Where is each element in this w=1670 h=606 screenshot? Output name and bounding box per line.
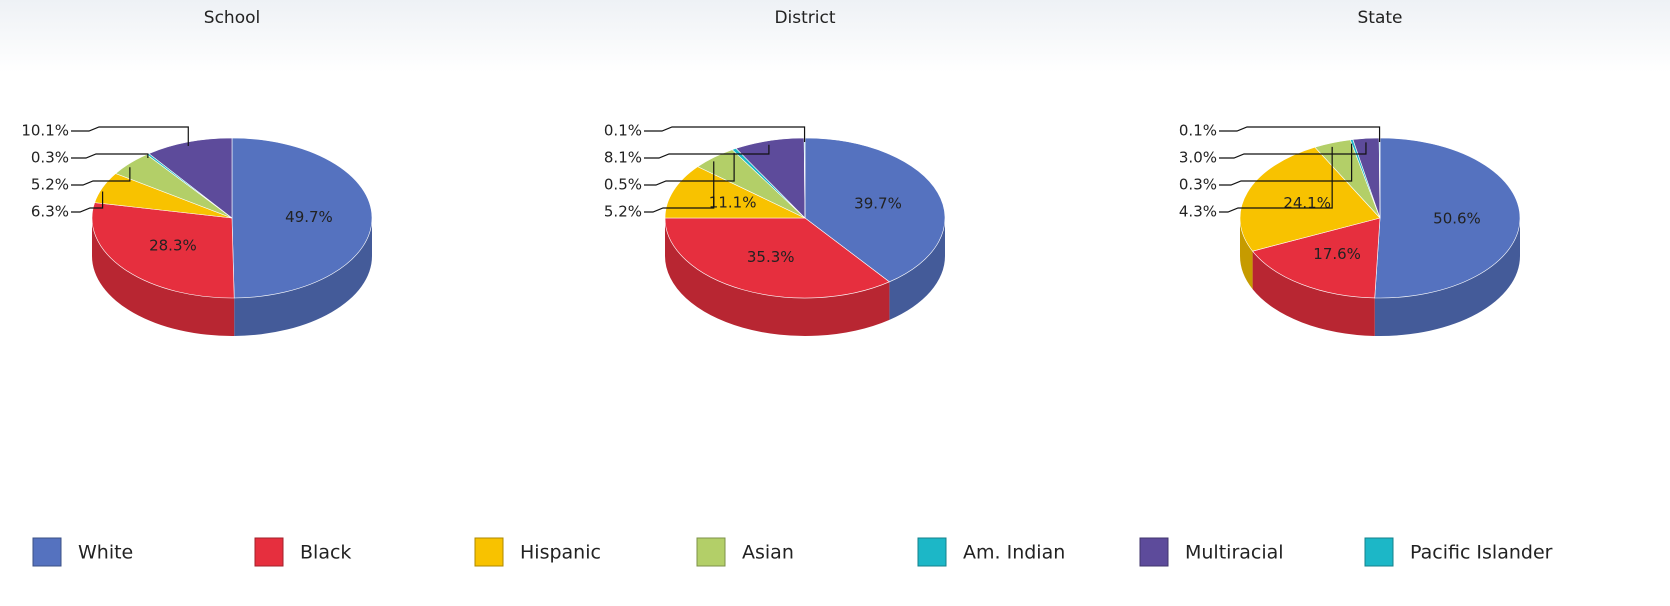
slice-side [92, 218, 235, 336]
leader-line [644, 153, 735, 186]
data-label: 6.3% [31, 203, 69, 221]
slice-side [889, 218, 945, 320]
slice [664, 217, 891, 299]
leader-line [71, 191, 104, 213]
data-label: 28.3% [149, 237, 197, 255]
legend-label: Am. Indian [963, 542, 1065, 564]
data-label: 17.6% [1313, 245, 1361, 263]
legend-label: Pacific Islander [1410, 542, 1553, 564]
legend-swatch [696, 537, 726, 567]
slice [1374, 137, 1521, 299]
leader-line [71, 126, 189, 147]
slice-side [234, 218, 372, 336]
data-label: 49.7% [285, 208, 333, 226]
legend-swatch [474, 537, 504, 567]
data-label: 10.1% [21, 122, 69, 140]
data-label: 50.6% [1433, 209, 1481, 227]
data-label: 0.1% [1179, 122, 1217, 140]
data-label: 35.3% [747, 248, 795, 266]
slice [664, 166, 806, 219]
slice-side [665, 218, 890, 337]
legend-label: Black [300, 542, 351, 564]
data-label: 0.5% [604, 176, 642, 194]
legend-swatch [917, 537, 947, 567]
leader-line [1219, 142, 1367, 159]
legend-swatch [254, 537, 284, 567]
chart-title: School [204, 8, 260, 28]
chart-title: State [1358, 8, 1403, 28]
slice [91, 202, 235, 299]
data-label: 4.3% [1179, 203, 1217, 221]
slice [231, 137, 373, 299]
slice-side [1252, 251, 1375, 336]
leader-line [71, 153, 149, 159]
slice [1252, 217, 1381, 299]
leader-line [644, 126, 806, 143]
data-label: 0.1% [604, 122, 642, 140]
data-label: 8.1% [604, 149, 642, 167]
legend-label: Multiracial [1185, 542, 1284, 564]
leader-line [644, 161, 715, 213]
data-label: 39.7% [854, 195, 902, 213]
data-label: 5.2% [31, 176, 69, 194]
data-label: 5.2% [604, 203, 642, 221]
data-label: 0.3% [31, 149, 69, 167]
data-label: 24.1% [1283, 194, 1331, 212]
legend-swatch [1139, 537, 1169, 567]
legend-swatch [1364, 537, 1394, 567]
leader-line [1219, 143, 1353, 186]
chart-title: District [774, 8, 835, 28]
leader-line [1219, 146, 1333, 213]
slice-side [1240, 218, 1253, 290]
data-label: 11.1% [709, 193, 757, 211]
legend-swatch [32, 537, 62, 567]
data-label: 3.0% [1179, 149, 1217, 167]
legend-label: White [78, 542, 133, 564]
legend-label: Hispanic [520, 542, 601, 564]
slice-side [1374, 218, 1520, 336]
leader-line [1219, 126, 1381, 143]
leader-line [644, 144, 770, 159]
legend-label: Asian [742, 542, 794, 564]
data-label: 0.3% [1179, 176, 1217, 194]
slice [804, 137, 946, 283]
leader-line [71, 167, 131, 186]
